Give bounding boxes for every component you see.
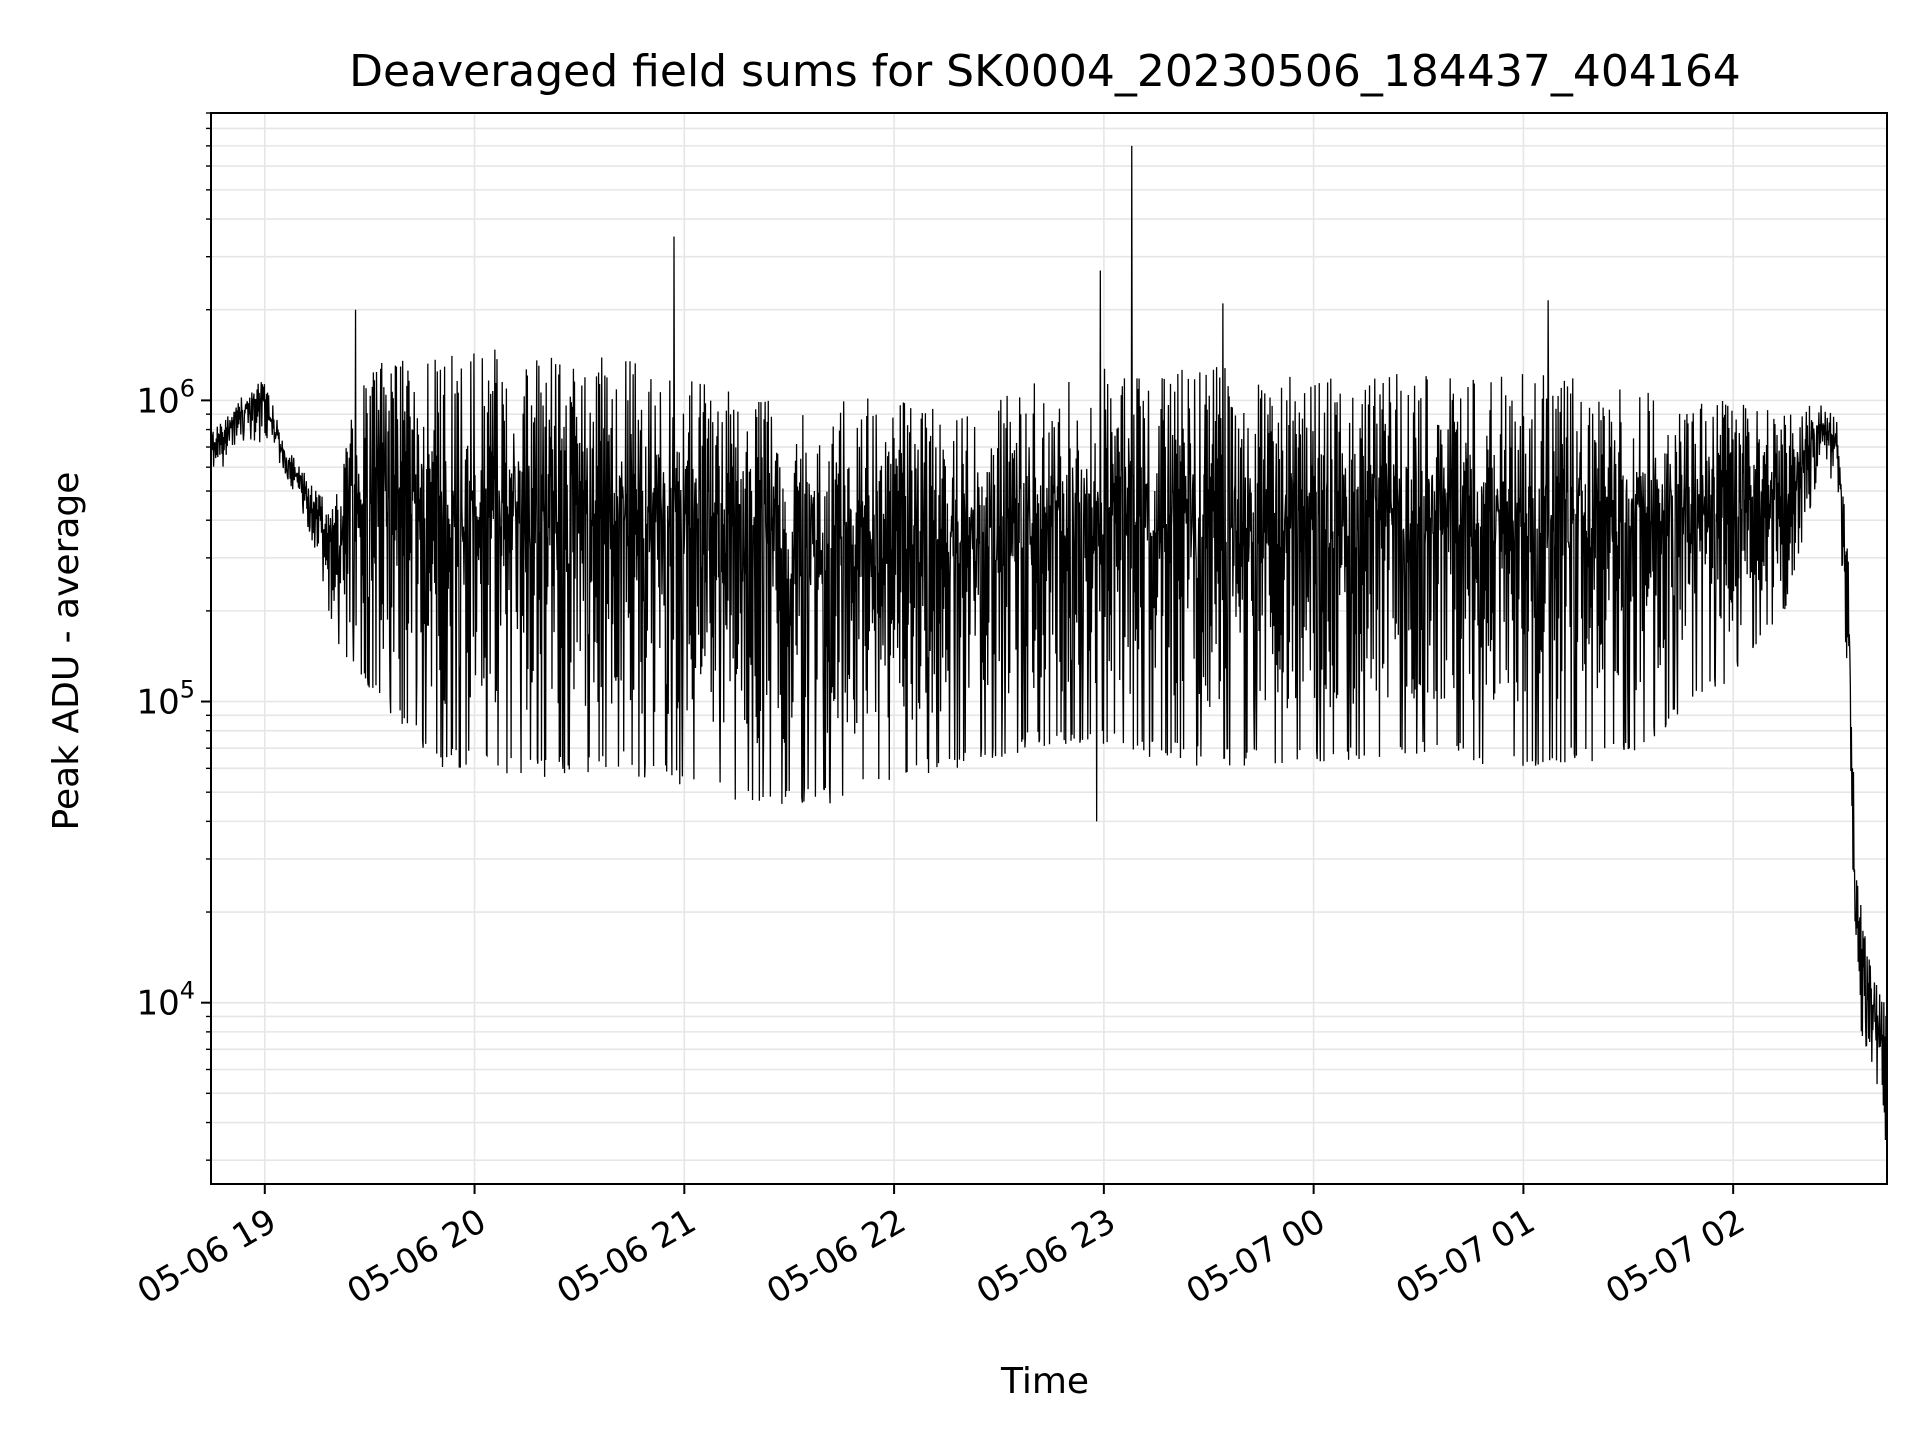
data-line — [210, 145, 1888, 1140]
x-axis-label: Time — [1000, 1361, 1089, 1402]
y-tick-base: 10 — [136, 984, 179, 1024]
y-axis-label: Peak ADU - average — [46, 472, 87, 831]
chart-title: Deaveraged field sums for SK0004_2023050… — [349, 46, 1741, 97]
y-tick-exponent: 5 — [180, 676, 195, 704]
plot-area-frame — [210, 112, 1888, 1185]
y-tick-label: 104 — [136, 977, 195, 1024]
y-tick-exponent: 4 — [180, 977, 195, 1005]
y-tick-label: 106 — [136, 374, 195, 421]
y-tick-exponent: 6 — [180, 374, 195, 402]
y-tick-base: 10 — [136, 683, 179, 723]
y-tick-base: 10 — [136, 381, 179, 421]
y-tick-label: 105 — [136, 676, 195, 723]
data-series — [210, 145, 1888, 1140]
